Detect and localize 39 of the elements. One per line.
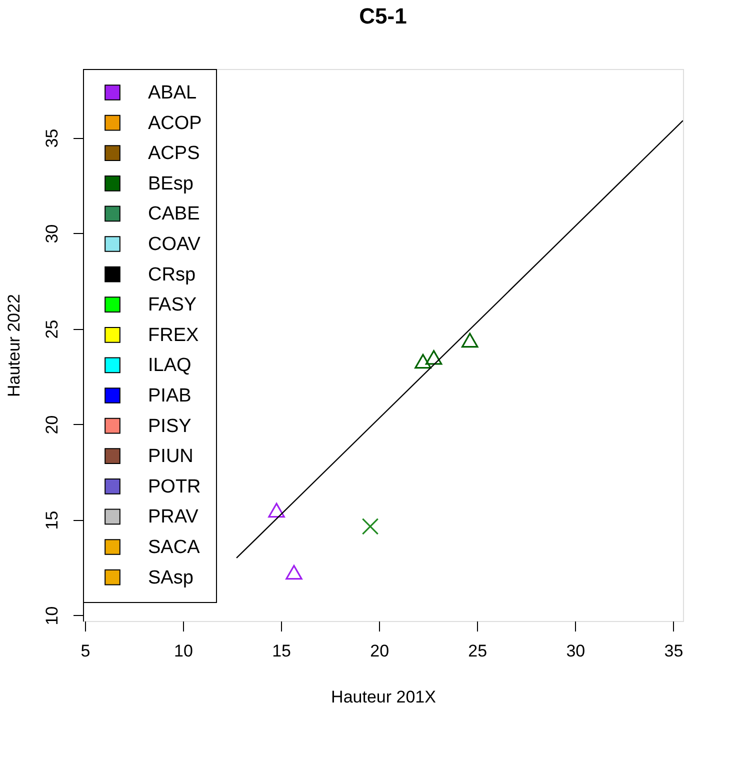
y-axis-title: Hauteur 2022 (4, 294, 24, 398)
legend-label: SACA (148, 537, 200, 558)
legend-label: POTR (148, 476, 201, 498)
chart-title: C5-1 (359, 4, 407, 28)
point (461, 332, 478, 348)
point (362, 518, 379, 535)
x-tick-label: 30 (566, 642, 586, 660)
point (268, 502, 285, 518)
y-tick-label: 25 (42, 320, 62, 339)
x-tick-label: 25 (468, 642, 488, 660)
y-tick-label: 30 (42, 224, 62, 244)
legend-label: ACOP (148, 112, 202, 134)
legend-label: ILAQ (148, 355, 192, 376)
x-tick-label: 15 (272, 642, 291, 660)
point (286, 564, 302, 580)
y-tick-label: 35 (42, 128, 62, 148)
x-axis-title: Hauteur 201X (331, 688, 436, 706)
legend-label: CABE (148, 204, 200, 225)
legend-label: ACPS (148, 143, 200, 164)
legend-label: COAV (148, 234, 201, 255)
legend-label: PIAB (148, 386, 192, 406)
legend-label: ABAL (148, 82, 197, 104)
x-tick-label: 10 (174, 642, 193, 660)
point (414, 354, 432, 369)
legend-label: FASY (148, 294, 197, 316)
x-tick-label: 5 (80, 642, 90, 660)
legend-label: PISY (148, 416, 192, 437)
legend-label: SAsp (148, 567, 194, 588)
x-tick-label: 35 (664, 642, 684, 660)
legend-label: FREX (148, 324, 199, 346)
y-tick-label: 15 (42, 510, 62, 530)
y-tick-label: 20 (42, 415, 62, 434)
legend-label: PRAV (148, 506, 199, 528)
x-tick-label: 20 (370, 642, 390, 660)
legend-label: PIUN (148, 446, 194, 468)
y-tick-label: 10 (42, 606, 62, 626)
legend-label: CRsp (148, 264, 196, 286)
legend-label: BEsp (148, 173, 194, 194)
point (425, 350, 442, 365)
